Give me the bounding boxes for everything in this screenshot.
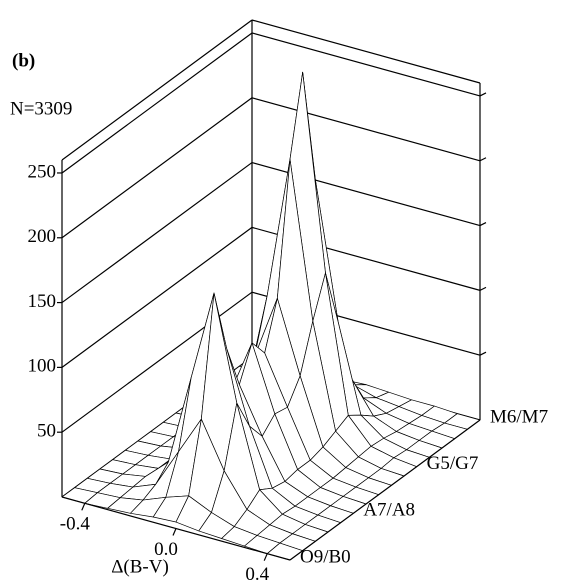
grid-line bbox=[61, 162, 253, 304]
z-tick bbox=[479, 286, 487, 291]
sample-size: N=3309 bbox=[10, 98, 72, 119]
z-tick-label: 100 bbox=[28, 356, 57, 377]
x-tick bbox=[172, 528, 177, 536]
x-axis-label: Δ(B-V) bbox=[111, 556, 169, 577]
panel-label: (b) bbox=[12, 50, 35, 71]
z-tick-label: 250 bbox=[28, 161, 57, 182]
z-tick bbox=[479, 222, 487, 227]
grid-line bbox=[61, 32, 253, 174]
wall-top bbox=[251, 19, 481, 84]
category-label: A7/A8 bbox=[363, 500, 415, 521]
z-tick bbox=[479, 157, 487, 162]
grid-line bbox=[61, 291, 253, 433]
wall-top bbox=[61, 19, 253, 161]
depth-axis bbox=[289, 419, 481, 561]
z-tick-label: 50 bbox=[37, 421, 56, 442]
grid-line bbox=[251, 32, 481, 97]
z-tick bbox=[479, 92, 487, 97]
x-tick-label: -0.4 bbox=[60, 514, 91, 535]
x-tick bbox=[81, 503, 86, 511]
category-label: G5/G7 bbox=[427, 453, 479, 474]
category-label: O9/B0 bbox=[300, 546, 351, 567]
x-tick-label: 0.4 bbox=[245, 564, 269, 584]
x-tick-label: 0.0 bbox=[154, 539, 178, 560]
z-tick-label: 200 bbox=[28, 226, 57, 247]
grid-line bbox=[251, 97, 481, 162]
z-tick-label: 150 bbox=[28, 291, 57, 312]
grid-line bbox=[61, 97, 253, 239]
category-label: M6/M7 bbox=[490, 406, 548, 427]
x-tick bbox=[263, 553, 268, 561]
grid-line bbox=[61, 226, 253, 368]
z-tick bbox=[479, 351, 487, 356]
